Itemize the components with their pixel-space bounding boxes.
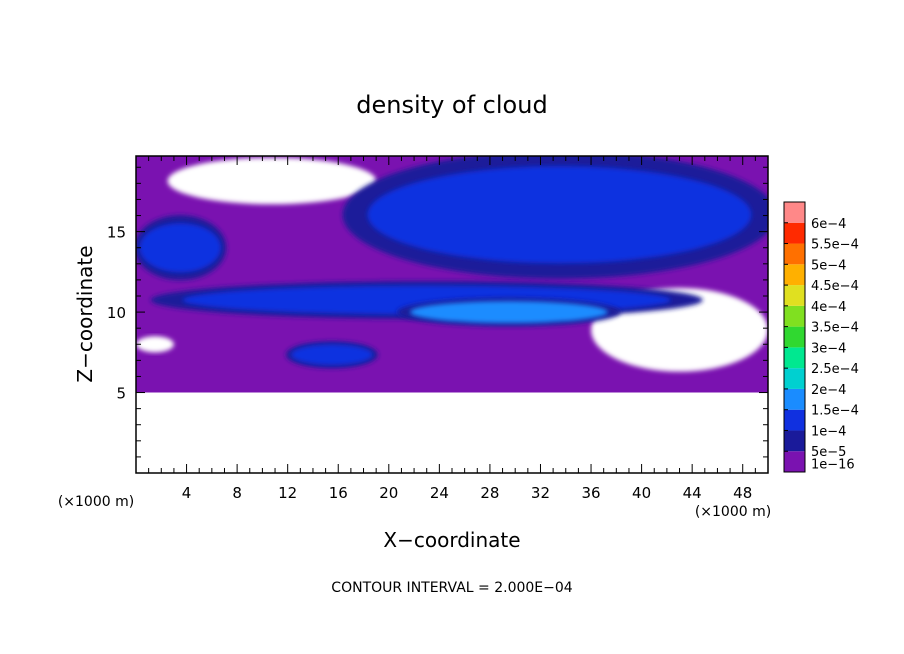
plot-area (136, 156, 768, 473)
x-tick-label: 40 (632, 484, 651, 502)
colorbar-label: 1e−4 (811, 424, 846, 439)
x-unit-left: (×1000 m) (58, 494, 134, 510)
colorbar-swatch (784, 388, 805, 410)
x-tick-label: 32 (531, 484, 550, 502)
x-tick-label: 36 (581, 484, 600, 502)
colorbar-label: 5.5e−4 (811, 238, 859, 253)
colorbar-swatch (784, 285, 805, 306)
clear-air-below-base (136, 392, 768, 473)
colorbar-swatch (784, 264, 805, 286)
y-tick-label: 10 (107, 304, 126, 322)
colorbar-label: 5e−4 (811, 258, 846, 273)
dense-region-4 (291, 344, 373, 365)
chart-title: density of cloud (356, 91, 547, 119)
y-tick-label: 15 (107, 224, 126, 242)
clear-gap-0 (167, 157, 377, 205)
colorbar-label: 2.5e−4 (811, 362, 859, 377)
colorbar-swatch (784, 368, 805, 389)
colorbar-label: 1.5e−4 (811, 404, 859, 419)
x-tick-label: 48 (733, 484, 752, 502)
colorbar-swatch (784, 430, 805, 452)
x-tick-label: 44 (683, 484, 702, 502)
dense-region-0 (367, 166, 752, 264)
colorbar-swatch (784, 305, 805, 327)
colorbar-swatch (784, 222, 805, 244)
colorbar-swatch (784, 243, 805, 265)
contour-interval-footer: CONTOUR INTERVAL = 2.000E−04 (331, 580, 572, 596)
colorbar-label: 3.5e−4 (811, 321, 859, 336)
colorbar-label: 2e−4 (811, 383, 846, 398)
clear-gap-1 (136, 336, 174, 353)
dense-region-3 (410, 301, 608, 324)
dense-region-1 (139, 223, 221, 273)
y-tick-label: 5 (116, 385, 126, 403)
colorbar-swatch (784, 202, 805, 223)
x-tick-label: 16 (329, 484, 348, 502)
x-tick-label: 8 (232, 484, 242, 502)
colorbar-frame (783, 201, 806, 473)
colorbar-swatch (784, 326, 805, 348)
y-axis-label: Z−coordinate (73, 245, 97, 382)
x-tick-label: 20 (379, 484, 398, 502)
x-tick-label: 28 (480, 484, 499, 502)
colorbar-label: 3e−4 (811, 341, 846, 356)
x-tick-label: 24 (430, 484, 449, 502)
colorbar-label: 1e−16 (811, 458, 855, 473)
colorbar-label: 5e−5 (811, 445, 846, 460)
x-axis-label: X−coordinate (383, 528, 520, 552)
x-tick-label: 4 (182, 484, 192, 502)
colorbar-swatch (784, 347, 805, 369)
colorbar-swatch (784, 451, 805, 472)
colorbar-label: 6e−4 (811, 217, 846, 232)
x-tick-label: 12 (278, 484, 297, 502)
colorbar-label: 4.5e−4 (811, 279, 859, 294)
colorbar-label: 4e−4 (811, 300, 846, 315)
colorbar-swatch (784, 409, 805, 431)
x-unit-right: (×1000 m) (695, 504, 771, 520)
